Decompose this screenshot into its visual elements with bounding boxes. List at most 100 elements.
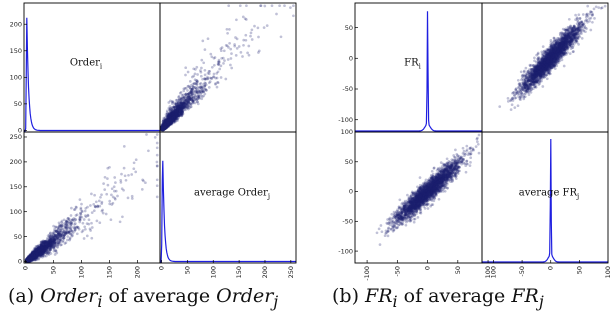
scatter-point xyxy=(165,123,168,127)
scatter-point xyxy=(160,128,164,132)
scatter-point xyxy=(163,124,167,128)
scatter-point xyxy=(160,128,164,131)
scatter-point xyxy=(167,118,171,122)
scatter-point xyxy=(186,106,189,109)
scatter-point xyxy=(164,122,167,126)
scatter-point xyxy=(165,121,168,125)
scatter-point xyxy=(160,127,164,131)
scatter-point xyxy=(30,255,34,259)
scatter-point xyxy=(175,113,178,117)
scatter-point xyxy=(160,125,164,129)
scatter-point xyxy=(176,100,180,104)
scatter-point xyxy=(283,4,286,8)
scatter-point xyxy=(166,116,170,120)
scatter-point xyxy=(163,124,166,128)
kde-line xyxy=(24,17,160,132)
scatter-point xyxy=(170,117,173,121)
scatter-point xyxy=(188,91,191,95)
scatter-point xyxy=(196,95,199,99)
scatter-point xyxy=(169,110,173,114)
scatter-point xyxy=(176,119,179,122)
scatter-point xyxy=(169,117,173,120)
scatter-point xyxy=(168,121,172,125)
scatter-point xyxy=(175,111,179,114)
scatter-point xyxy=(161,124,165,128)
scatter-point xyxy=(171,118,175,122)
scatter-point xyxy=(207,81,211,85)
scatter-point xyxy=(172,117,176,121)
scatter-point xyxy=(191,99,194,103)
scatter-point xyxy=(49,231,52,235)
scatter-point xyxy=(160,128,163,131)
scatter-point xyxy=(164,124,168,128)
scatter-point xyxy=(163,124,167,127)
scatter-point xyxy=(172,112,176,116)
scatter-point xyxy=(110,193,113,197)
scatter-point xyxy=(162,126,166,129)
scatter-point xyxy=(165,120,169,124)
scatter-point xyxy=(172,110,176,114)
scatter-point xyxy=(168,117,171,121)
scatter-point xyxy=(189,84,193,87)
scatter-point xyxy=(165,123,168,127)
scatter-point xyxy=(173,108,177,112)
scatter-point xyxy=(164,124,168,128)
scatter-point xyxy=(165,122,169,125)
scatter-point xyxy=(169,118,172,121)
scatter-point xyxy=(175,110,179,113)
scatter-point xyxy=(197,89,201,93)
scatter-point xyxy=(165,121,169,125)
scatter-point xyxy=(164,124,168,128)
scatter-point xyxy=(162,127,165,131)
scatter-point xyxy=(162,126,165,129)
scatter-point xyxy=(171,114,174,117)
scatter-point xyxy=(166,122,169,126)
scatter-point xyxy=(167,114,171,118)
scatter-point xyxy=(166,122,170,126)
scatter-point xyxy=(166,122,170,125)
scatter-point xyxy=(161,127,164,131)
scatter-point xyxy=(164,123,167,127)
scatter-point xyxy=(172,115,176,119)
scatter-point xyxy=(177,102,180,106)
scatter-point xyxy=(167,122,171,126)
scatter-point xyxy=(60,236,64,239)
scatter-point xyxy=(165,120,169,124)
scatter-point xyxy=(74,218,78,222)
scatter-point xyxy=(171,113,175,116)
scatter-point xyxy=(162,125,166,129)
scatter-point xyxy=(172,113,175,117)
scatter-point xyxy=(164,122,168,125)
scatter-point xyxy=(53,245,57,249)
scatter-point xyxy=(181,106,185,110)
scatter-point xyxy=(161,127,165,130)
scatter-point xyxy=(180,114,184,117)
scatter-point xyxy=(161,127,165,130)
scatter-point xyxy=(161,128,165,131)
scatter-point xyxy=(164,118,168,121)
scatter-point xyxy=(164,124,167,127)
scatter-point xyxy=(161,126,165,130)
scatter-point xyxy=(34,249,37,253)
scatter-point xyxy=(100,202,104,205)
scatter-point xyxy=(175,114,179,117)
scatter-point xyxy=(204,82,207,85)
scatter-point xyxy=(160,126,163,129)
scatter-point xyxy=(162,122,166,126)
scatter-point xyxy=(167,119,170,123)
scatter-point xyxy=(166,122,169,126)
scatter-point xyxy=(164,124,168,128)
scatter-point xyxy=(170,119,174,123)
scatter-point xyxy=(166,121,169,125)
scatter-point xyxy=(162,126,166,130)
scatter-point xyxy=(182,89,186,93)
scatter-point xyxy=(185,94,188,98)
scatter-point xyxy=(182,101,186,105)
scatter-point xyxy=(28,256,32,260)
scatter-point xyxy=(195,90,199,94)
scatter-point xyxy=(166,117,170,121)
scatter-point xyxy=(173,111,177,114)
scatter-point xyxy=(163,124,167,128)
scatter-point xyxy=(168,119,172,123)
scatter-point xyxy=(163,124,167,127)
